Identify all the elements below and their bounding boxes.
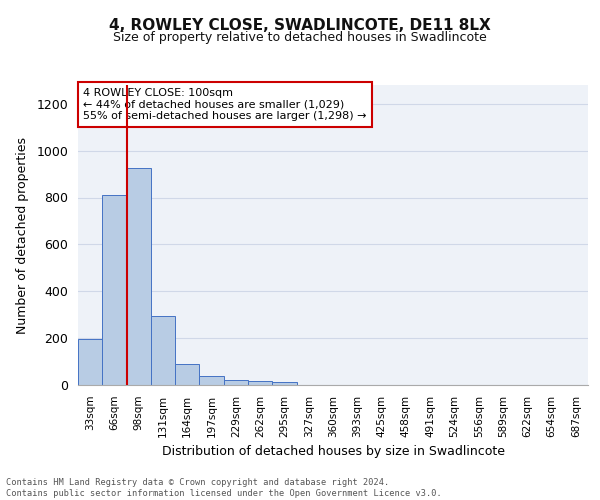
Text: Size of property relative to detached houses in Swadlincote: Size of property relative to detached ho…	[113, 31, 487, 44]
Bar	[151, 316, 175, 385]
Bar	[127, 168, 151, 385]
Y-axis label: Number of detached properties: Number of detached properties	[16, 136, 29, 334]
Bar	[272, 382, 296, 385]
Bar	[175, 364, 199, 385]
Text: 4, ROWLEY CLOSE, SWADLINCOTE, DE11 8LX: 4, ROWLEY CLOSE, SWADLINCOTE, DE11 8LX	[109, 18, 491, 32]
Bar	[248, 382, 272, 385]
Text: Contains HM Land Registry data © Crown copyright and database right 2024.
Contai: Contains HM Land Registry data © Crown c…	[6, 478, 442, 498]
Text: 4 ROWLEY CLOSE: 100sqm
← 44% of detached houses are smaller (1,029)
55% of semi-: 4 ROWLEY CLOSE: 100sqm ← 44% of detached…	[83, 88, 367, 121]
Bar	[224, 380, 248, 385]
Bar	[102, 195, 127, 385]
X-axis label: Distribution of detached houses by size in Swadlincote: Distribution of detached houses by size …	[161, 445, 505, 458]
Bar	[78, 339, 102, 385]
Bar	[199, 376, 224, 385]
